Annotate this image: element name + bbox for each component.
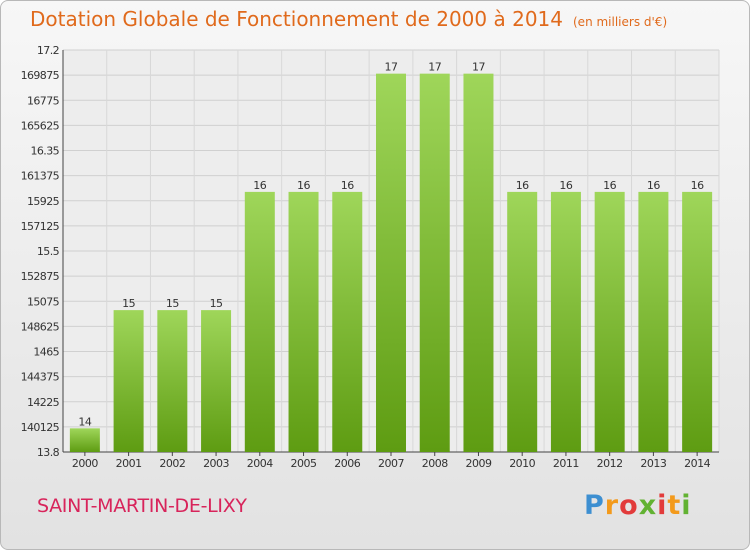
bar-2011 — [550, 191, 581, 452]
y-tick-label: 13.8 — [37, 446, 60, 459]
y-tick-label: 144375 — [21, 371, 60, 384]
y-tick-label: 157125 — [21, 220, 60, 233]
x-tick-label: 2012 — [597, 457, 623, 470]
bar-2006 — [332, 191, 363, 452]
bar-2008 — [419, 73, 450, 452]
x-tick-label: 2008 — [422, 457, 448, 470]
y-tick-label: 16.35 — [31, 145, 60, 158]
data-label: 15 — [122, 297, 135, 310]
commune-name: SAINT-MARTIN-DE-LIXY — [37, 495, 247, 517]
bar-2014 — [682, 191, 713, 452]
x-tick-label: 2005 — [291, 457, 317, 470]
x-tick-label: 2006 — [334, 457, 360, 470]
x-tick-label: 2002 — [159, 457, 185, 470]
y-tick-label: 17.2 — [37, 44, 59, 57]
x-tick-label: 2000 — [72, 457, 98, 470]
bar-2009 — [463, 73, 494, 452]
x-tick-label: 2013 — [640, 457, 666, 470]
labels: 13.8 140125 14225 144375 1465 148625 15075 1528… — [21, 44, 712, 470]
data-label: 16 — [691, 179, 704, 192]
y-tick-label: 15075 — [27, 295, 60, 308]
unit-label: (en milliers d'€) — [573, 15, 668, 29]
bar-2012 — [594, 191, 625, 452]
bar-2000 — [69, 428, 100, 452]
x-tick-label: 2010 — [509, 457, 535, 470]
bar-2003 — [201, 310, 232, 452]
x-tick-label: 2001 — [116, 457, 142, 470]
proxiti-logo[interactable]: Proxiti — [584, 490, 692, 521]
y-tick-label: 148625 — [21, 320, 60, 333]
bar-2004 — [244, 191, 275, 452]
data-label: 14 — [78, 415, 91, 428]
data-label: 16 — [253, 179, 266, 192]
data-label: 17 — [472, 61, 485, 74]
x-tick-label: 2007 — [378, 457, 404, 470]
bar-2002 — [157, 310, 188, 452]
y-tick-label: 140125 — [21, 421, 60, 434]
x-tick-label: 2011 — [553, 457, 579, 470]
x-tick-label: 2003 — [203, 457, 229, 470]
y-tick-label: 15.5 — [37, 245, 60, 258]
bar-2007 — [376, 73, 406, 452]
y-tick-label: 169875 — [21, 69, 60, 82]
x-tick-label: 2004 — [247, 457, 273, 470]
bar-2010 — [507, 191, 538, 452]
bars — [69, 73, 713, 452]
y-tick-label: 165625 — [21, 119, 60, 132]
data-label: 16 — [559, 179, 572, 192]
x-tick-label: 2009 — [465, 457, 491, 470]
y-tick-label: 14225 — [27, 396, 60, 409]
bar-2001 — [113, 310, 144, 452]
data-label: 16 — [341, 179, 354, 192]
data-label: 16 — [297, 179, 310, 192]
y-tick-label: 16775 — [27, 94, 60, 107]
data-label: 16 — [647, 179, 660, 192]
bar-2013 — [638, 191, 669, 452]
x-tick-label: 2014 — [684, 457, 710, 470]
data-label: 17 — [385, 61, 398, 74]
chart-title: Dotation Globale de Fonctionnement de 20… — [30, 7, 668, 31]
data-label: 17 — [428, 61, 441, 74]
data-label: 16 — [603, 179, 616, 192]
y-tick-label: 1465 — [33, 346, 59, 359]
data-label: 15 — [210, 297, 223, 310]
bar-2005 — [288, 191, 319, 452]
y-tick-label: 152875 — [21, 270, 60, 283]
y-tick-label: 161375 — [21, 170, 60, 183]
data-label: 16 — [516, 179, 529, 192]
data-label: 15 — [166, 297, 179, 310]
y-tick-label: 15925 — [27, 195, 60, 208]
